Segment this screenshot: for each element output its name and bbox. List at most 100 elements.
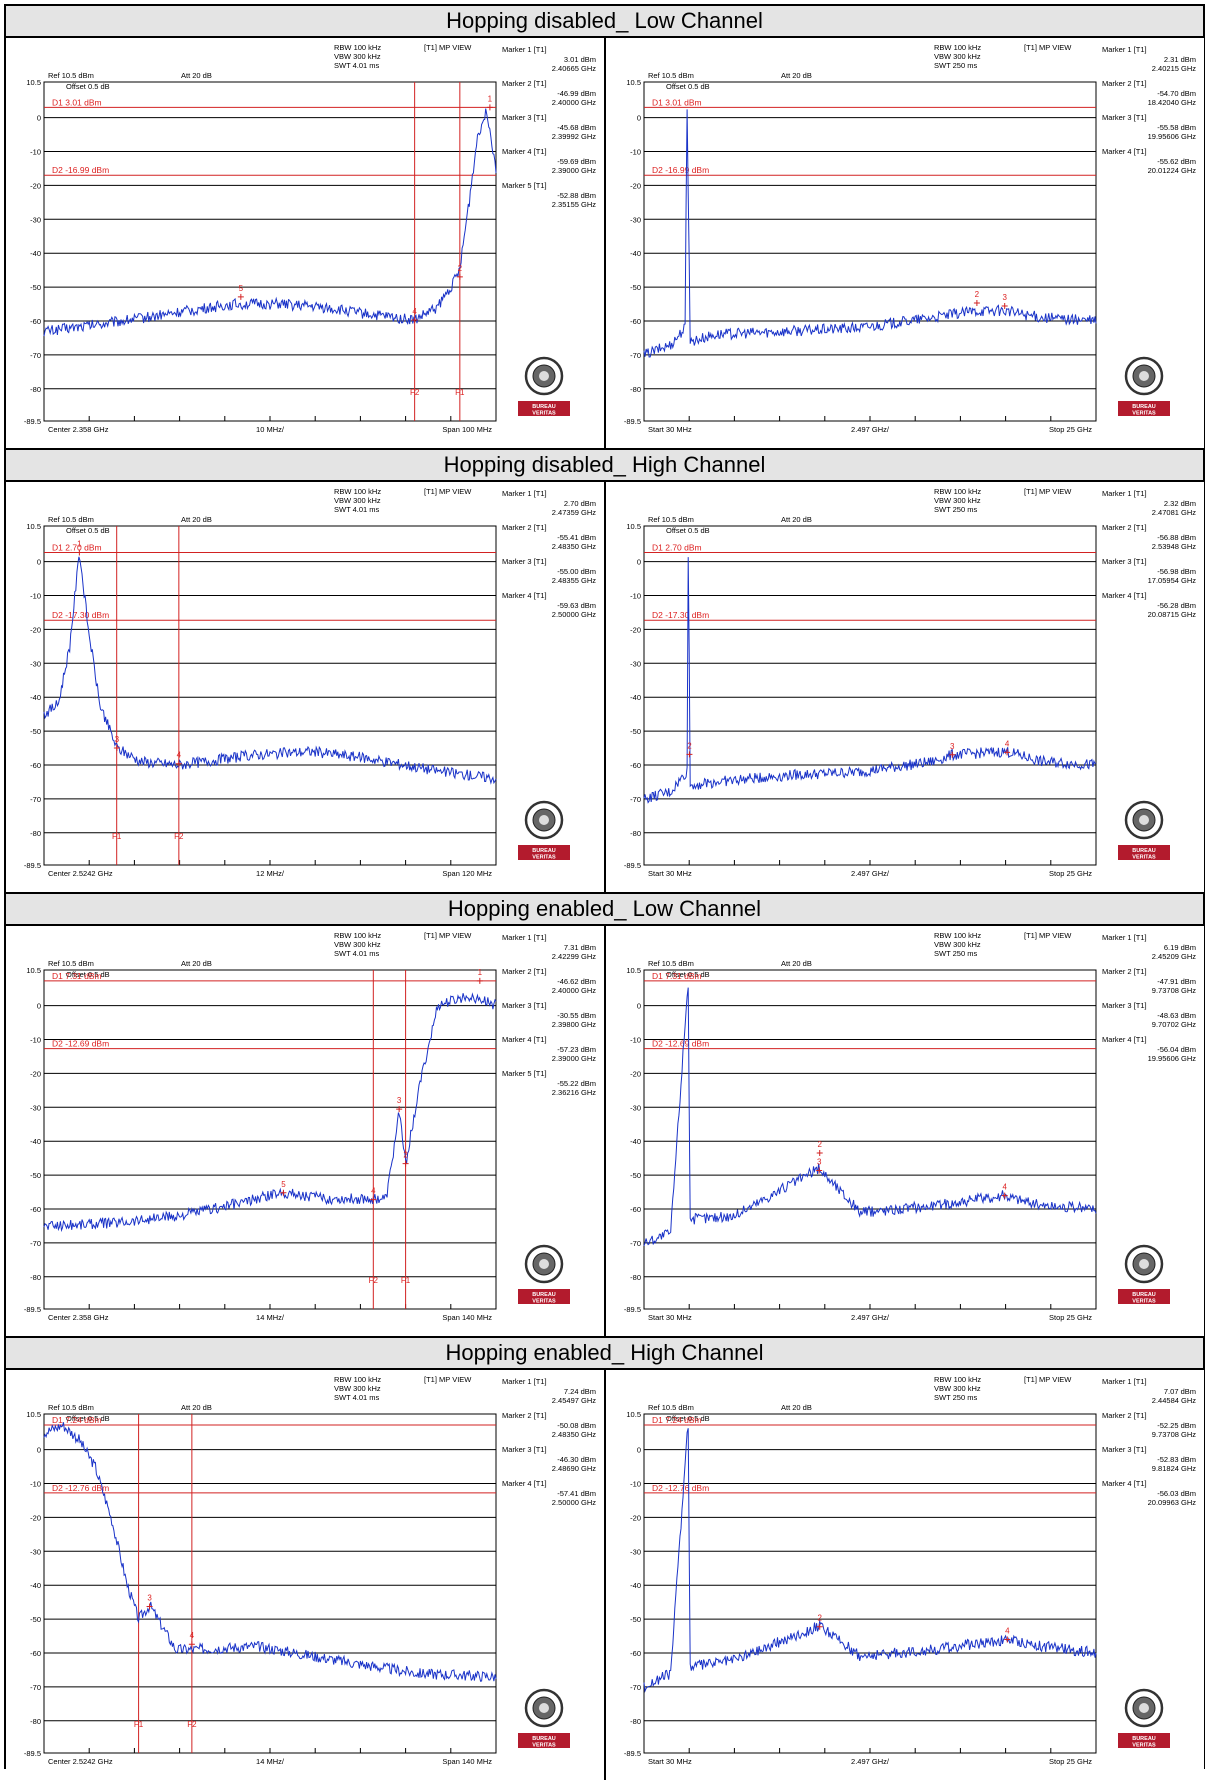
- y-tick-label: -40: [30, 1581, 41, 1590]
- marker-point: [175, 760, 182, 767]
- d1-limit-label: D1 3.01 dBm: [52, 97, 102, 107]
- y-tick-label: -50: [30, 727, 41, 736]
- marker-readout-level: -46.30 dBm: [557, 1455, 596, 1464]
- marker-readout-level: -57.41 dBm: [557, 1489, 596, 1498]
- chart-hd-high-bandedge: RBW 100 kHz VBW 300 kHz SWT 4.01 ms [T1] MP…: [6, 482, 606, 892]
- marker-readout-label: Marker 3 [T1]: [502, 557, 547, 566]
- trace-line: [43, 1422, 497, 1682]
- plot-frame: [643, 1413, 1097, 1754]
- marker-readout-label: Marker 4 [T1]: [1102, 1035, 1147, 1044]
- d1-limit-label: D1 2.70 dBm: [52, 542, 102, 552]
- marker-point: [370, 1196, 377, 1203]
- marker-point: [237, 293, 244, 300]
- plot-frame: [43, 81, 497, 422]
- marker-readout-freq: 2.45497 GHz: [552, 1396, 596, 1405]
- swt-label: SWT 250 ms: [934, 949, 977, 958]
- marker-readout-level: -46.99 dBm: [557, 89, 596, 98]
- d2-limit-label: D2 -12.69 dBm: [52, 1039, 109, 1049]
- y-tick-label: -20: [30, 1069, 41, 1078]
- marker-readout-label: Marker 4 [T1]: [502, 1035, 547, 1044]
- x-left-label: Start 30 MHz: [648, 1313, 692, 1322]
- chart-hd-high-spurious: RBW 100 kHz VBW 300 kHz SWT 250 ms [T1] MP …: [606, 482, 1204, 892]
- marker-readout-label: Marker 3 [T1]: [1102, 113, 1147, 122]
- marker-readout-freq: 2.48350 GHz: [552, 542, 596, 551]
- ref-level-label: Ref 10.5 dBm: [48, 71, 94, 80]
- marker-readout-level: -57.23 dBm: [557, 1045, 596, 1054]
- marker-readout-label: Marker 1 [T1]: [502, 933, 547, 942]
- rbw-label: RBW 100 kHz: [934, 1375, 981, 1384]
- x-right-label: Span 140 MHz: [442, 1757, 492, 1766]
- marker-readout-freq: 9.73708 GHz: [1152, 986, 1196, 995]
- y-tick-label: 10.5: [626, 966, 641, 975]
- marker-readout-level: -52.83 dBm: [1157, 1455, 1196, 1464]
- y-tick-label: 10.5: [626, 1410, 641, 1419]
- svg-text:BUREAU: BUREAU: [532, 1736, 556, 1742]
- y-tick-label: -89.5: [24, 417, 41, 426]
- y-tick-label: -80: [30, 1273, 41, 1282]
- plot-frame: [43, 1413, 497, 1754]
- marker-number: 1: [77, 539, 82, 548]
- attenuation-label: Att 20 dB: [181, 515, 212, 524]
- d1-limit-label: D1 2.70 dBm: [652, 542, 702, 552]
- marker-number: 3: [397, 1096, 402, 1105]
- y-tick-label: -60: [630, 761, 641, 770]
- y-tick-label: -50: [630, 1171, 641, 1180]
- vbw-label: VBW 300 kHz: [934, 1384, 981, 1393]
- chart-he-low-bandedge: RBW 100 kHz VBW 300 kHz SWT 4.01 ms [T1] MP…: [6, 926, 606, 1336]
- offset-label: Offset 0.5 dB: [66, 526, 110, 535]
- swt-label: SWT 4.01 ms: [334, 61, 380, 70]
- marker-point: [1004, 1636, 1011, 1643]
- trace-line: [643, 557, 1097, 804]
- freq-limit-label: F2: [187, 1720, 197, 1729]
- marker-readout-level: -47.91 dBm: [1157, 977, 1196, 986]
- y-tick-label: -20: [30, 1513, 41, 1522]
- y-tick-label: 10.5: [626, 522, 641, 531]
- y-tick-label: -80: [630, 1717, 641, 1726]
- chart-he-high-spurious: RBW 100 kHz VBW 300 kHz SWT 250 ms [T1] MP …: [606, 1370, 1204, 1780]
- y-tick-label: 10.5: [26, 522, 41, 531]
- marker-readout-label: Marker 2 [T1]: [502, 1411, 547, 1420]
- y-tick-label: -89.5: [624, 861, 641, 870]
- y-tick-label: -40: [630, 249, 641, 258]
- marker-point: [973, 300, 980, 307]
- marker-point: [113, 745, 120, 752]
- marker-readout-level: -46.62 dBm: [557, 977, 596, 986]
- d1-limit-label: D1 3.01 dBm: [652, 97, 702, 107]
- marker-number: 5: [281, 1180, 286, 1189]
- d2-limit-label: D2 -17.30 dBm: [652, 610, 709, 620]
- marker-point: [396, 1106, 403, 1113]
- y-tick-label: 10.5: [626, 78, 641, 87]
- trace-mode-label: [T1] MP VIEW: [424, 487, 472, 496]
- marker-readout-level: -54.70 dBm: [1157, 89, 1196, 98]
- marker-readout-level: 3.01 dBm: [564, 55, 596, 64]
- y-tick-label: -70: [30, 795, 41, 804]
- x-right-label: Stop 25 GHz: [1049, 425, 1092, 434]
- marker-number: 4: [371, 1187, 376, 1196]
- offset-label: Offset 0.5 dB: [66, 1414, 110, 1423]
- y-tick-label: -40: [30, 693, 41, 702]
- vbw-label: VBW 300 kHz: [934, 52, 981, 61]
- y-tick-label: -20: [630, 625, 641, 634]
- marker-number: 3: [147, 1594, 152, 1603]
- marker-point: [456, 273, 463, 280]
- marker-number: 4: [190, 1631, 195, 1640]
- marker-readout-level: -48.63 dBm: [1157, 1011, 1196, 1020]
- marker-readout-label: Marker 4 [T1]: [502, 147, 547, 156]
- marker-readout-freq: 20.09963 GHz: [1148, 1498, 1197, 1507]
- marker-readout-level: 7.31 dBm: [564, 943, 596, 952]
- marker-point: [1004, 749, 1011, 756]
- y-tick-label: -10: [30, 1479, 41, 1488]
- marker-point: [816, 1150, 823, 1157]
- swt-label: SWT 4.01 ms: [334, 1393, 380, 1402]
- freq-limit-label: F2: [369, 1276, 379, 1285]
- marker-readout-freq: 2.40000 GHz: [552, 986, 596, 995]
- marker-number: 1: [478, 968, 483, 977]
- swt-label: SWT 4.01 ms: [334, 949, 380, 958]
- y-tick-label: -89.5: [624, 1749, 641, 1758]
- trace-mode-label: [T1] MP VIEW: [1024, 43, 1072, 52]
- plot-frame: [43, 969, 497, 1310]
